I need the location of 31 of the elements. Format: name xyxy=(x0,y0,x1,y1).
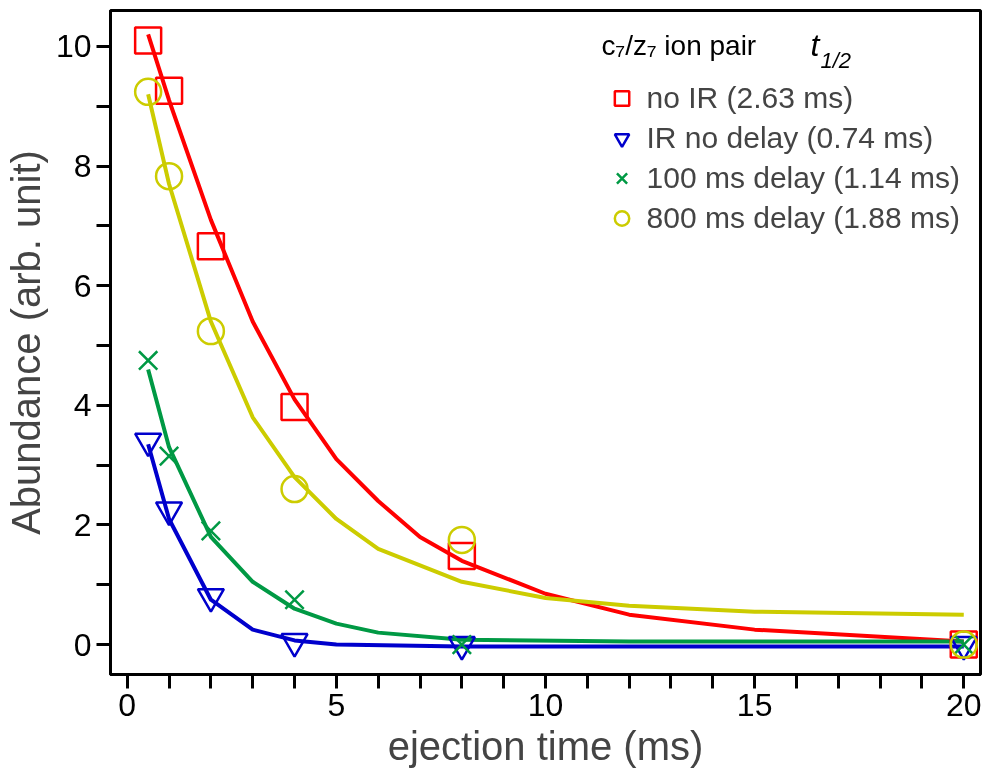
x-tick-label: 5 xyxy=(327,686,346,723)
x-tick-label: 10 xyxy=(527,686,564,723)
legend-title: c₇/z₇ ion pair xyxy=(601,30,757,61)
y-tick-label: 2 xyxy=(73,506,92,543)
point xyxy=(280,392,309,422)
point xyxy=(196,231,226,261)
x-tick-label: 0 xyxy=(118,686,137,723)
legend-label: 800 ms delay (1.88 ms) xyxy=(646,200,960,236)
point xyxy=(447,525,477,555)
point xyxy=(280,474,309,504)
legend-label: IR no delay (0.74 ms) xyxy=(646,120,934,156)
legend-label: no IR (2.63 ms) xyxy=(646,80,854,116)
point xyxy=(158,445,180,467)
point xyxy=(154,161,184,191)
y-tick-label: 4 xyxy=(73,387,92,424)
point xyxy=(137,350,159,371)
y-tick-label: 8 xyxy=(73,148,92,185)
y-tick-label: 0 xyxy=(73,626,92,663)
point xyxy=(196,316,226,346)
point xyxy=(133,26,163,55)
point xyxy=(133,77,163,107)
y-tick-label: 6 xyxy=(73,267,92,304)
x-axis-title: ejection time (ms) xyxy=(387,723,704,768)
y-axis-title: Abundance (arb. unit) xyxy=(3,150,48,535)
point xyxy=(154,76,184,105)
x-tick-label: 20 xyxy=(945,686,982,723)
y-tick-label: 10 xyxy=(55,28,92,65)
point xyxy=(200,520,222,542)
x-tick-label: 15 xyxy=(736,686,773,723)
legend-label: 100 ms delay (1.14 ms) xyxy=(646,160,960,196)
point xyxy=(284,589,305,611)
